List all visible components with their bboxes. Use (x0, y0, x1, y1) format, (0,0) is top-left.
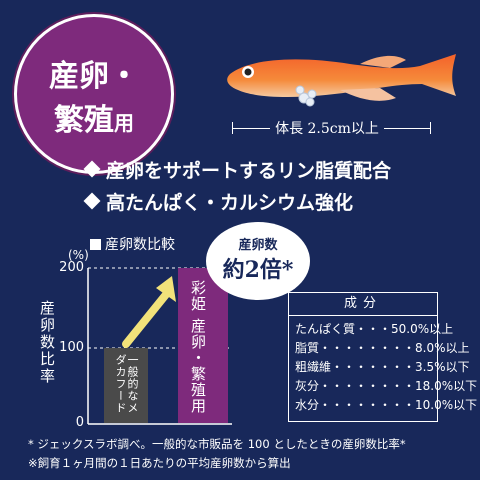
square-icon (90, 239, 101, 250)
bar2-label: 彩姫 産卵・繁殖用 (189, 280, 207, 414)
y-tick-0: 0 (75, 415, 84, 430)
bubble-line1: 産卵数 (238, 238, 278, 253)
bar1-label: 一般的なメダカフード (114, 354, 139, 414)
bubble-line2: 約2倍* (222, 257, 294, 283)
ingredient-table-header: 成分 (289, 293, 437, 316)
chart-title: 産卵数比較 (90, 234, 175, 254)
y-tick-100: 100 (59, 340, 84, 355)
footnote: * ジェックスラボ調べ。一般的な市販品を 100 としたときの産卵数比率* (28, 437, 406, 451)
table-row: たんぱく質・・・ 50.0%以上 (295, 322, 454, 336)
footnote: ※飼育１ヶ月間の１日あたりの平均産卵数から算出 (28, 456, 291, 470)
badge-line2: 繁殖用 (54, 103, 134, 138)
feature-bullet: 高たんぱく・カルシウム強化 (83, 188, 353, 215)
table-row: 脂質・・・・・・・・ 8.0%以上 (295, 341, 470, 355)
body-size-label: 体長 2.5cm以上 (275, 121, 379, 137)
table-row: 粗繊維・・・・・・・ 3.5%以下 (295, 360, 470, 374)
bar-generic-food (104, 348, 148, 423)
chart-y-label: 産卵数比率 (40, 299, 56, 385)
chart-unit: (%) (68, 248, 89, 262)
y-tick-200: 200 (59, 260, 84, 275)
table-row: 水分・・・・・・・・ 10.0%以下 (295, 398, 478, 412)
comparison-bubble: 産卵数 約2倍* (206, 222, 310, 300)
ingredient-table: 成分 たんぱく質・・・ 50.0%以上 脂質・・・・・・・・ 8.0%以上 粗繊維・… (288, 292, 478, 422)
growth-arrow (122, 276, 176, 348)
medaka-fish-illustration (227, 54, 456, 107)
feature-bullet: 産卵をサポートするリン脂質配合 (83, 156, 391, 183)
bar-product (178, 268, 228, 423)
badge-line1: 産卵・ (49, 59, 139, 94)
product-badge: 産卵・ 繁殖用 (14, 14, 174, 174)
table-row: 灰分・・・・・・・・ 18.0%以下 (295, 379, 478, 393)
body-size-indicator: 体長 2.5cm以上 (232, 118, 432, 138)
